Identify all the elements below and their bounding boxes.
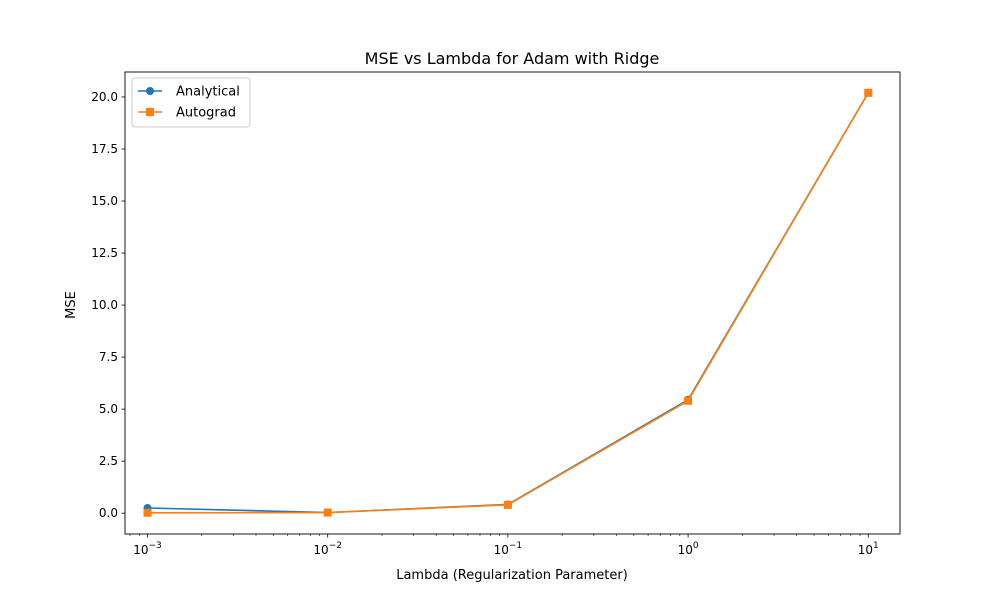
legend-label-analytical: Analytical [176,85,240,100]
y-tick-label: 15.0 [91,194,118,208]
y-tick-label: 7.5 [99,350,118,364]
data-point-autograd [503,500,512,509]
legend-marker-analytical [146,87,154,95]
plot-area: 10−3 10−2 10−1 100 101 0.0 2.5 5.0 7.5 10.0 12.5 15… [91,71,901,557]
data-point-autograd [143,508,152,517]
data-point-autograd [684,396,693,405]
y-tick-label: 5.0 [99,402,118,416]
y-tick-label: 2.5 [99,454,118,468]
legend-marker-autograd [146,108,154,116]
legend: Analytical Autograd [131,77,251,128]
y-axis-label: MSE [64,291,79,319]
axes-frame [124,71,901,535]
y-tick-label: 20.0 [91,90,118,104]
x-tick-label: 10−1 [494,541,523,557]
y-tick-label: 12.5 [91,246,118,260]
x-tick-label: 10−2 [313,541,342,557]
x-tick-label: 100 [678,541,699,557]
x-tick-label: 101 [858,541,879,557]
y-tick-label: 17.5 [91,142,118,156]
legend-label-autograd: Autograd [176,106,236,121]
x-tick-label: 10−3 [133,541,162,557]
y-tick-label: 10.0 [91,298,118,312]
y-tick-label: 0.0 [99,506,118,520]
data-point-autograd [864,88,873,97]
data-point-autograd [323,508,332,517]
x-axis-label: Lambda (Regularization Parameter) [396,568,628,583]
chart-title: MSE vs Lambda for Adam with Ridge [365,49,660,68]
